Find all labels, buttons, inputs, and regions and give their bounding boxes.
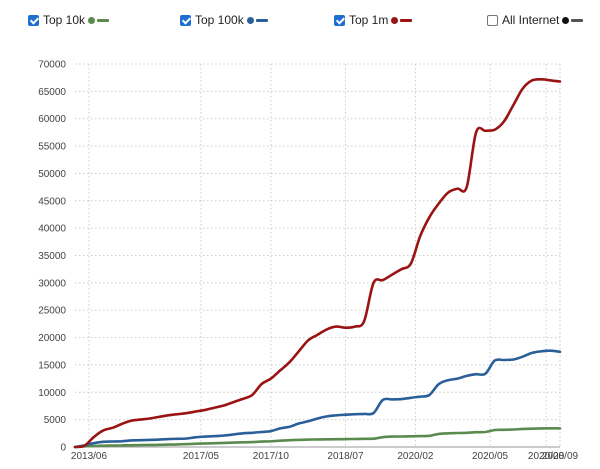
x-tick-label: 2020/05	[472, 451, 509, 462]
y-tick-label: 60000	[38, 114, 66, 125]
y-tick-label: 70000	[38, 60, 66, 71]
y-tick-label: 25000	[38, 306, 66, 317]
legend-label-top-1m: Top 1m	[349, 13, 389, 27]
y-tick-label: 5000	[44, 415, 67, 426]
legend-line-icon	[97, 18, 110, 22]
y-tick-label: 30000	[38, 278, 66, 289]
x-tick-label: 2020/02	[397, 451, 434, 462]
y-tick-label: 65000	[38, 87, 66, 98]
legend-line-icon	[400, 18, 413, 22]
y-tick-label: 20000	[38, 333, 66, 344]
top-100k-checkbox[interactable]	[180, 14, 192, 26]
y-tick-label: 55000	[38, 142, 66, 153]
legend-item-top-1m[interactable]: Top 1m	[334, 13, 413, 27]
series-line-top-100k	[73, 349, 562, 449]
x-tick-label: 2018/07	[327, 451, 364, 462]
legend-dot-icon	[246, 16, 254, 24]
legend-item-all-internet[interactable]: All Internet	[487, 13, 584, 27]
legend-item-top-10k[interactable]: Top 10k	[28, 13, 110, 27]
series-line-top-10k	[73, 427, 562, 449]
legend-line-icon	[571, 18, 584, 22]
x-tick-label: 2013/06	[71, 451, 108, 462]
legend-label-top-10k: Top 10k	[43, 13, 86, 27]
legend-dot-icon	[391, 16, 399, 24]
x-tick-label: 2020/09	[542, 451, 579, 462]
top-1m-checkbox[interactable]	[334, 14, 346, 26]
series-line-top-1m	[73, 77, 562, 449]
legend-dot-icon	[562, 16, 570, 24]
legend-line-icon	[255, 18, 268, 22]
y-tick-label: 45000	[38, 196, 66, 207]
all-internet-checkbox[interactable]	[487, 14, 498, 26]
y-tick-label: 15000	[38, 360, 66, 371]
x-tick-label: 2017/10	[253, 451, 290, 462]
series-lines	[73, 77, 562, 449]
y-tick-label: 0	[60, 443, 66, 454]
legend-label-all-internet: All Internet	[502, 13, 560, 27]
legend-item-top-100k[interactable]: Top 100k	[180, 13, 268, 27]
legend-dot-icon	[88, 16, 96, 24]
x-tick-label: 2017/05	[183, 451, 220, 462]
chart-legend: Top 10k Top 100k Top 1m All Internet	[0, 0, 600, 40]
y-tick-label: 10000	[38, 388, 66, 399]
y-tick-label: 40000	[38, 224, 66, 235]
axes: 0 5000 10000 15000 20000 25000 30000 35000 40000…	[38, 60, 578, 463]
grid-lines	[75, 63, 561, 448]
x-tick-label: 2020/08	[528, 451, 565, 462]
legend-label-top-100k: Top 100k	[195, 13, 244, 27]
y-tick-label: 35000	[38, 251, 66, 262]
y-tick-label: 50000	[38, 169, 66, 180]
top-10k-checkbox[interactable]	[28, 14, 40, 26]
